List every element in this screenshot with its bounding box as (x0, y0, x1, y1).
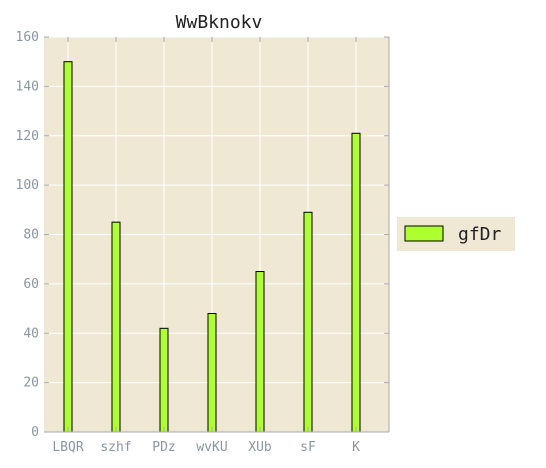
y-tick-label: 40 (23, 326, 39, 341)
y-tick-label: 0 (31, 425, 39, 440)
y-tick-label: 80 (23, 228, 39, 243)
x-tick-label: szhf (100, 440, 131, 455)
y-tick-label: 20 (23, 376, 39, 391)
x-tick-label: XUb (248, 440, 272, 455)
y-tick-label: 160 (16, 30, 39, 45)
bar-LBQR (63, 61, 73, 433)
bar-K (351, 132, 361, 433)
axes: 0 20 40 60 80 100 120 140 160 LBQR szhf PDz wvKU XUb s… (16, 30, 390, 455)
x-tick-label: PDz (152, 440, 175, 455)
x-tick-label: K (352, 440, 360, 455)
x-tick-label: wvKU (196, 440, 227, 455)
x-tick-label: sF (300, 440, 316, 455)
bar-szhf (111, 221, 121, 433)
legend-swatch (404, 225, 444, 242)
legend: gfDr (397, 217, 515, 251)
y-tick-label: 100 (16, 178, 39, 193)
legend-label: gfDr (458, 224, 502, 245)
bar-PDz (159, 327, 169, 433)
bar-sF (303, 211, 313, 433)
bar-XUb (255, 271, 265, 433)
y-tick-label: 120 (16, 129, 39, 144)
bar-wvKU (207, 313, 217, 433)
chart-title: WwBknokv (176, 12, 263, 33)
x-tick-label: LBQR (52, 440, 83, 455)
y-tick-label: 60 (23, 277, 39, 292)
y-tick-label: 140 (16, 79, 39, 94)
